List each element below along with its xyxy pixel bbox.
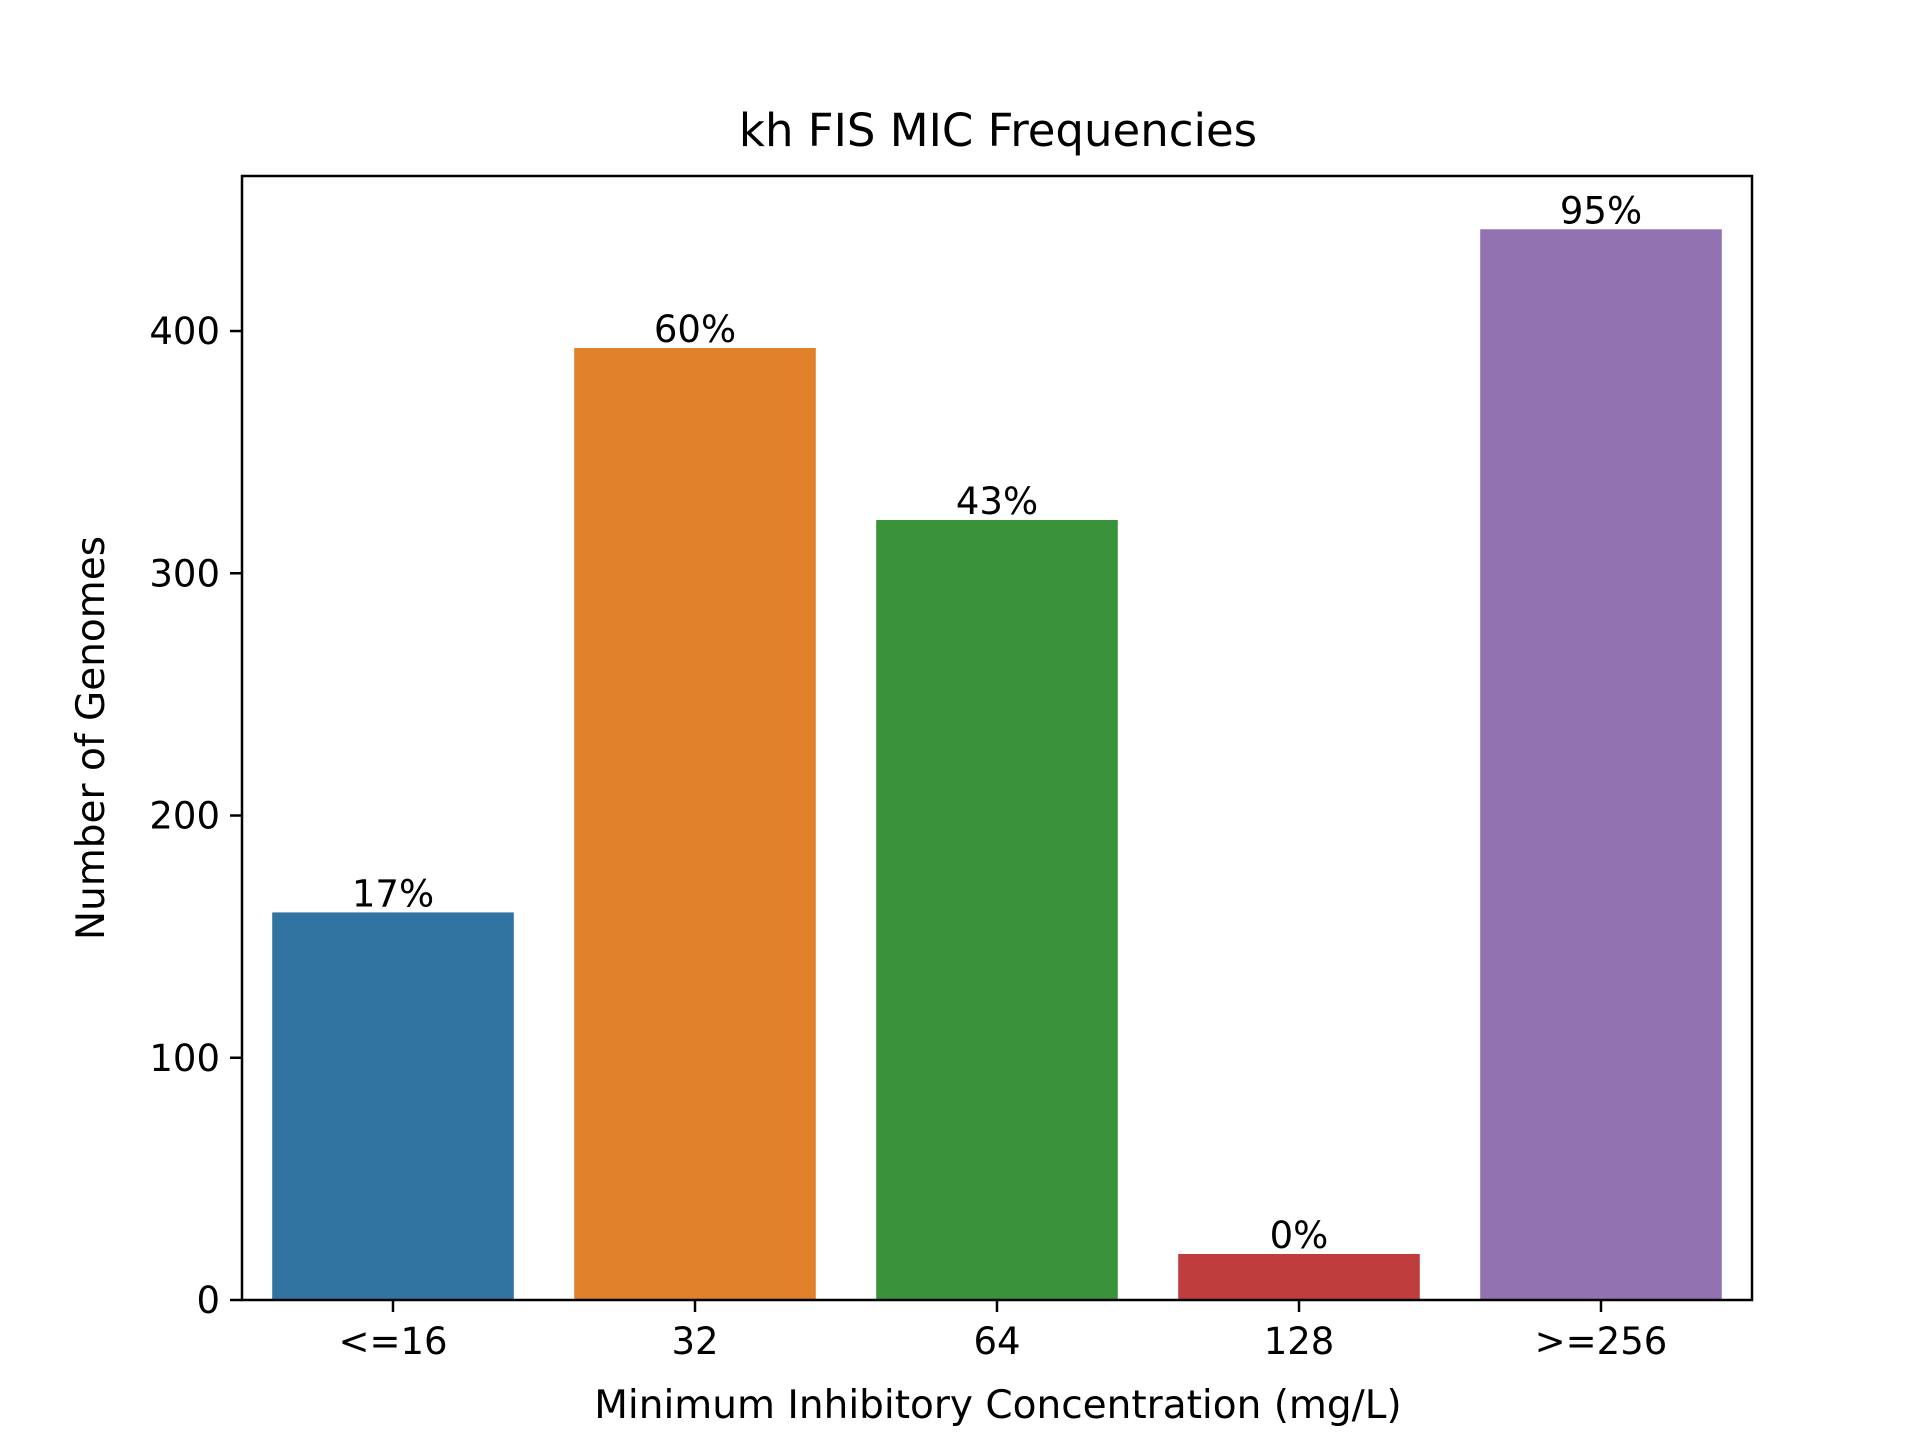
data-label-0: 17% xyxy=(352,872,434,915)
x-axis-label: Minimum Inhibitory Concentration (mg/L) xyxy=(594,1383,1402,1428)
x-tick-label-3: 128 xyxy=(1264,1320,1335,1363)
y-tick-label-3: 300 xyxy=(149,552,220,595)
y-tick-label-4: 400 xyxy=(149,310,220,353)
y-axis-ticks: 0 100 200 300 400 xyxy=(149,310,242,1322)
y-tick-label-2: 200 xyxy=(149,795,220,838)
y-tick-label-0: 0 xyxy=(196,1279,220,1322)
data-label-3: 0% xyxy=(1270,1214,1329,1257)
bar-0 xyxy=(272,912,514,1300)
data-label-1: 60% xyxy=(654,308,736,351)
chart-title: kh FIS MIC Frequencies xyxy=(739,104,1257,157)
x-tick-label-4: >=256 xyxy=(1535,1320,1668,1363)
bar-2 xyxy=(876,519,1118,1300)
bars-group xyxy=(272,229,1722,1301)
y-axis-label: Number of Genomes xyxy=(69,536,114,940)
bar-3 xyxy=(1178,1253,1420,1300)
data-label-4: 95% xyxy=(1560,189,1642,232)
x-tick-label-1: 32 xyxy=(671,1320,718,1363)
data-label-2: 43% xyxy=(956,480,1038,523)
x-tick-label-2: 64 xyxy=(973,1320,1020,1363)
data-labels-group: 17% 60% 43% 0% 95% xyxy=(352,189,1642,1257)
bar-4 xyxy=(1480,229,1722,1301)
y-tick-label-1: 100 xyxy=(149,1037,220,1080)
x-axis-ticks: <=16 32 64 128 >=256 xyxy=(338,1300,1667,1363)
bar-1 xyxy=(574,347,816,1300)
x-tick-label-0: <=16 xyxy=(338,1320,447,1363)
